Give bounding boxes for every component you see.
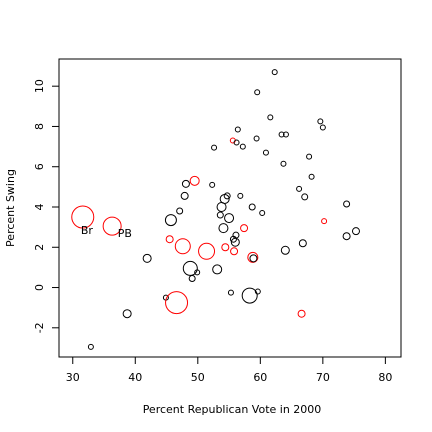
data-point-black [298, 239, 307, 248]
data-point-black [254, 288, 261, 295]
data-point-black [181, 179, 190, 188]
data-point-red [174, 238, 191, 255]
data-point-red [240, 224, 249, 233]
plot-area-border [58, 58, 402, 358]
data-point-black [301, 193, 309, 201]
data-point-red [321, 218, 328, 225]
y-tick-label: 2 [33, 244, 46, 251]
point-label: Br [81, 224, 94, 237]
data-point-black [317, 118, 324, 125]
data-point-black [248, 203, 256, 211]
data-point-red [102, 216, 122, 236]
x-axis-title: Percent Republican Vote in 2000 [143, 403, 322, 416]
y-tick-label: 4 [33, 203, 46, 210]
data-point-red [297, 309, 306, 318]
data-point-red [230, 247, 239, 256]
data-point-black [271, 69, 278, 76]
data-point-black [249, 254, 258, 263]
data-point-black [267, 114, 274, 121]
data-point-red [165, 291, 189, 315]
y-axis-title: Percent Swing [4, 169, 17, 247]
data-point-black [254, 89, 261, 96]
data-point-black [87, 343, 94, 350]
data-point-black [253, 135, 260, 142]
data-point-black [280, 160, 287, 167]
data-point-black [232, 231, 240, 239]
data-points [71, 69, 360, 350]
data-point-black [194, 269, 201, 276]
y-tick-label: 6 [33, 163, 46, 170]
data-point-red [247, 251, 259, 263]
data-point-black [182, 260, 198, 276]
data-point-black [211, 144, 218, 151]
data-point-black [142, 253, 152, 263]
data-point-black [319, 124, 326, 131]
x-tick-label: 70 [316, 371, 330, 384]
data-point-black [122, 309, 132, 319]
data-point-red [189, 175, 200, 186]
data-point-black [342, 232, 351, 241]
data-point-black [282, 131, 289, 138]
data-point-black [308, 173, 315, 180]
data-point-black [262, 149, 269, 156]
data-point-black [176, 207, 184, 215]
data-point-black [239, 143, 246, 150]
data-point-black [188, 274, 196, 282]
x-tick-label: 50 [191, 371, 205, 384]
data-point-black [212, 264, 223, 275]
y-tick-label: 8 [33, 123, 46, 130]
y-tick-label: 10 [33, 79, 46, 93]
x-axis: 30 40 50 60 70 80 [66, 357, 392, 384]
x-tick-label: 60 [253, 371, 267, 384]
data-point-red [221, 243, 230, 252]
point-label: PB [118, 227, 132, 240]
x-tick-label: 80 [378, 371, 392, 384]
data-point-black [224, 213, 235, 224]
data-point-black [164, 214, 177, 227]
data-point-black [278, 131, 285, 138]
data-point-black [259, 210, 266, 217]
data-point-black [343, 200, 351, 208]
data-point-black [218, 223, 229, 234]
y-axis: -2 0 2 4 6 8 10 [33, 79, 59, 333]
data-point-black [237, 192, 244, 199]
x-tick-label: 40 [128, 371, 142, 384]
data-point-black [280, 245, 290, 255]
data-point-black [234, 126, 241, 133]
x-tick-label: 30 [66, 371, 80, 384]
data-point-black [241, 287, 258, 304]
data-point-black [216, 211, 224, 219]
data-point-black [209, 181, 216, 188]
data-point-black [223, 192, 231, 200]
data-point-red [198, 242, 216, 260]
data-point-black [227, 289, 234, 296]
y-tick-label: 0 [33, 284, 46, 291]
data-point-red [71, 205, 95, 229]
point-annotations: Br PB [81, 224, 132, 240]
data-point-red [165, 235, 174, 244]
data-point-black [233, 139, 240, 146]
data-point-black [306, 153, 313, 160]
data-point-black [296, 185, 303, 192]
data-point-black [180, 191, 189, 200]
data-point-black [351, 227, 360, 236]
y-tick-label: -2 [33, 322, 46, 333]
